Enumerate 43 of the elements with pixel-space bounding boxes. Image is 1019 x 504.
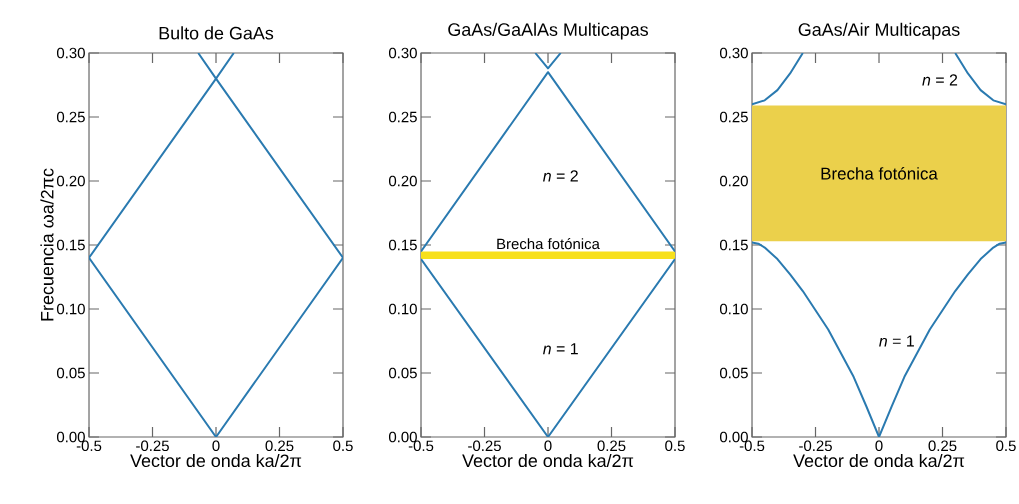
y-tick-label: 0.05	[719, 367, 748, 379]
y-tick-label: 0.20	[719, 175, 748, 187]
annotation: n = 1	[879, 335, 914, 347]
band-label: Brecha fotónica	[497, 238, 600, 250]
x-axis-title: Vector de onda ka/2π	[130, 453, 302, 468]
y-tick-label: 0.10	[719, 303, 748, 315]
annotation: n = 1	[543, 343, 578, 355]
y-tick-label: 0.05	[56, 367, 85, 379]
x-tick-label: 0	[212, 440, 220, 452]
y-tick-label: 0.15	[388, 239, 417, 251]
y-tick-label: 0.25	[388, 111, 417, 123]
x-tick-label: 0.25	[928, 440, 957, 452]
y-tick-label: 0.10	[56, 303, 85, 315]
y-axis-title: Frecuencia ωa/2πc	[40, 168, 54, 321]
y-tick-label: 0.15	[719, 239, 748, 251]
x-tick-label: 0.5	[333, 440, 353, 452]
x-axis-title: Vector de onda ka/2π	[793, 453, 965, 468]
annotation: n = 2	[922, 74, 958, 86]
x-tick-label: -0.25	[468, 440, 501, 452]
chart-title: GaAs/Air Multicapas	[798, 22, 960, 40]
y-tick-label: 0.30	[56, 47, 85, 59]
chart-title: Bulto de GaAs	[159, 26, 274, 40]
y-tick-label: 0.10	[388, 303, 417, 315]
x-tick-label: -0.25	[136, 440, 169, 452]
annotation: n = 2	[543, 170, 578, 182]
y-tick-label: 0.25	[56, 111, 85, 123]
y-tick-label: 0.25	[719, 111, 748, 123]
band-label: Brecha fotónica	[821, 166, 938, 180]
x-tick-label: 0	[875, 440, 883, 452]
y-tick-label: 0.20	[56, 175, 85, 187]
y-tick-label: 0.15	[56, 239, 85, 251]
x-tick-label: 0.25	[265, 440, 294, 452]
x-axis-title: Vector de onda ka/2π	[462, 453, 634, 468]
x-tick-label: 0.5	[665, 440, 685, 452]
y-tick-label: 0.20	[388, 175, 417, 187]
x-tick-label: 0.25	[597, 440, 626, 452]
y-tick-label: 0.05	[388, 367, 417, 379]
x-tick-label: 0.5	[996, 440, 1016, 452]
y-tick-label: 0.30	[719, 47, 748, 59]
x-tick-label: 0	[544, 440, 552, 452]
x-tick-label: -0.25	[799, 440, 832, 452]
chart-title: GaAs/GaAlAs Multicapas	[448, 22, 648, 40]
y-tick-label: 0.30	[388, 47, 417, 59]
